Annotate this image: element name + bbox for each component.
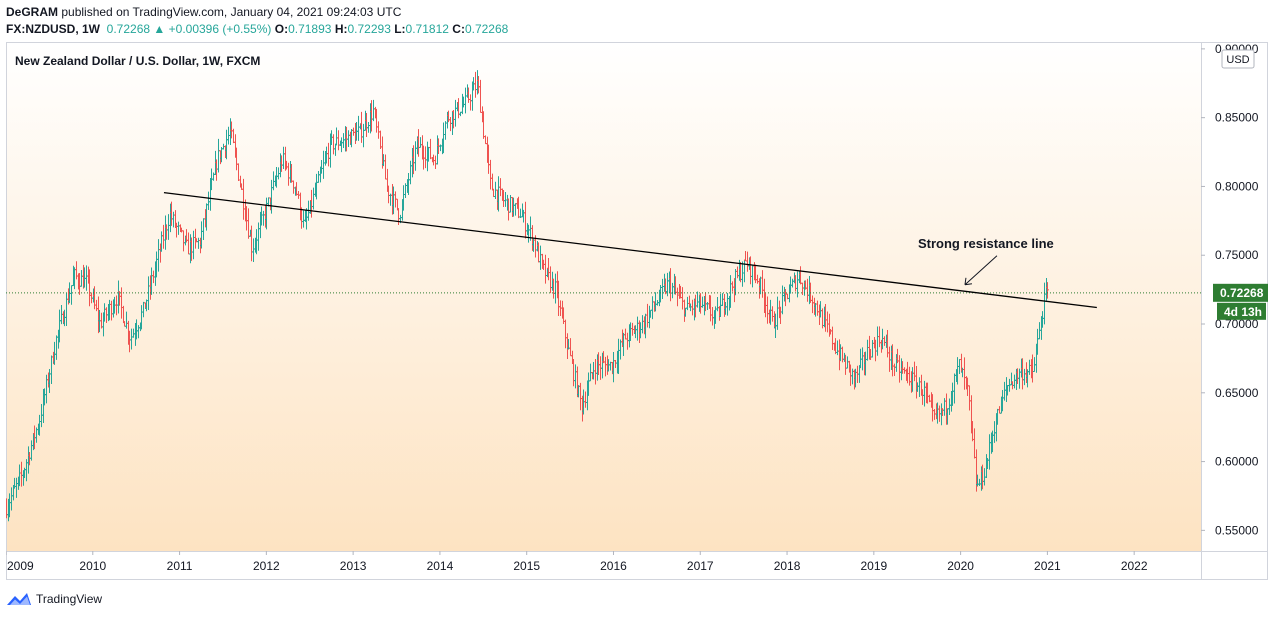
footer-brand[interactable]: TradingView [6, 592, 102, 606]
price-tick-label: 0.70000 [1215, 317, 1259, 331]
time-tick-label: 2022 [1121, 559, 1148, 573]
currency-label: USD [1226, 54, 1249, 66]
plot-area[interactable] [7, 43, 1201, 551]
ohlc-legend: FX:NZDUSD, 1W 0.72268 ▲ +0.00396 (+0.55%… [6, 22, 508, 36]
currency-button[interactable]: USD [1221, 49, 1255, 69]
high-label: H: [334, 22, 348, 36]
price-tick-label: 0.80000 [1215, 179, 1259, 193]
time-tick-label: 2014 [427, 559, 454, 573]
time-tick-label: 2011 [167, 559, 193, 573]
price-axis[interactable]: 0.900000.850000.800000.750000.700000.650… [1201, 42, 1259, 537]
last-price-tag: 0.72268 4d 13h [1213, 283, 1268, 320]
time-tick-label: 2010 [79, 559, 106, 573]
high-value: 0.72293 [347, 22, 391, 36]
published-text: published on TradingView.com, January 04… [61, 5, 402, 19]
chart-container[interactable]: Strong resistance line 0.90000 0.85000 0.8… [5, 42, 1268, 580]
symbol-label: FX:NZDUSD, 1W [6, 22, 100, 36]
time-tick-label: 2012 [253, 559, 280, 573]
last-price-label: 0.72268 [1220, 286, 1264, 300]
trendline[interactable] [163, 191, 1097, 309]
close-value: 0.72268 [464, 22, 509, 36]
time-axis[interactable]: 2009 2010 2011 2012 2013 2014 2015 2016 2017 2018… [5, 551, 1148, 573]
time-tick-label: 2017 [687, 559, 714, 573]
price-chart[interactable]: Strong resistance line 0.900000.850000.8… [5, 42, 1268, 580]
candles-layer [5, 70, 1049, 522]
annotation-text[interactable]: Strong resistance line [918, 236, 1054, 251]
time-tick-label: 2019 [860, 559, 887, 573]
time-tick-label: 2013 [340, 559, 367, 573]
time-tick-label: 2018 [774, 559, 801, 573]
price-tick-label: 0.65000 [1215, 386, 1259, 400]
annotation-arrow-icon[interactable] [964, 255, 998, 286]
close-label: C: [452, 22, 465, 36]
tradingview-logo-icon [7, 593, 31, 605]
price-tick-label: 0.55000 [1215, 523, 1259, 537]
chart-border [6, 42, 1268, 580]
open-label: O: [274, 22, 289, 36]
time-tick-label: 2015 [513, 559, 540, 573]
instrument-title: New Zealand Dollar / U.S. Dollar, 1W, FX… [15, 54, 261, 68]
time-tick-label: 2009 [7, 559, 34, 573]
up-triangle-icon: ▲ [153, 22, 166, 36]
countdown-label: 4d 13h [1224, 305, 1262, 319]
low-value: 0.71812 [405, 22, 449, 36]
open-value: 0.71893 [288, 22, 332, 36]
price-tick-label: 0.60000 [1215, 455, 1259, 469]
last-value: 0.72268 [106, 22, 151, 36]
footer-brand-label: TradingView [36, 592, 103, 606]
change-value: +0.00396 (+0.55%) [168, 22, 272, 36]
publish-info: DeGRAM published on TradingView.com, Jan… [6, 5, 401, 19]
time-tick-label: 2016 [600, 559, 627, 573]
publisher-name[interactable]: DeGRAM [6, 5, 59, 19]
time-tick-label: 2021 [1034, 559, 1061, 573]
price-tick-label: 0.85000 [1215, 111, 1259, 125]
price-tick-label: 0.75000 [1215, 248, 1259, 262]
time-tick-label: 2020 [947, 559, 974, 573]
low-label: L: [394, 22, 406, 36]
